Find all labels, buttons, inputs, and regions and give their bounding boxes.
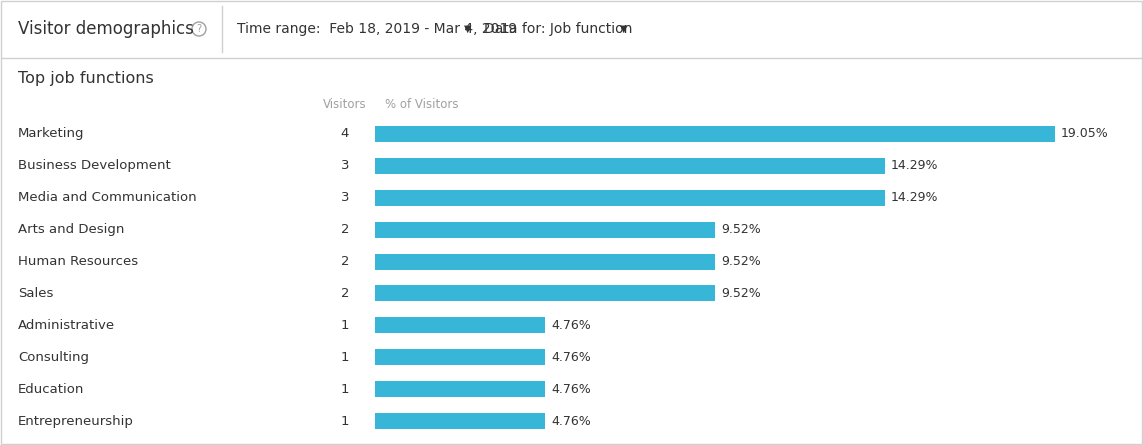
Text: 2: 2 xyxy=(341,287,350,300)
Text: 1: 1 xyxy=(341,383,350,396)
Bar xyxy=(375,349,545,365)
Text: % of Visitors: % of Visitors xyxy=(385,97,458,110)
Text: Arts and Design: Arts and Design xyxy=(18,223,125,236)
Text: 1: 1 xyxy=(341,319,350,332)
Text: Business Development: Business Development xyxy=(18,159,170,172)
Text: Data for: Job function: Data for: Job function xyxy=(483,22,632,36)
Text: Time range:  Feb 18, 2019 - Mar 4, 2019: Time range: Feb 18, 2019 - Mar 4, 2019 xyxy=(237,22,517,36)
Text: 1: 1 xyxy=(341,351,350,364)
Bar xyxy=(375,317,545,333)
Text: 3: 3 xyxy=(341,159,350,172)
Text: ?: ? xyxy=(197,24,201,34)
Text: 4.76%: 4.76% xyxy=(551,383,591,396)
Text: Consulting: Consulting xyxy=(18,351,89,364)
Text: 2: 2 xyxy=(341,255,350,268)
Text: 4.76%: 4.76% xyxy=(551,351,591,364)
Text: 9.52%: 9.52% xyxy=(721,287,760,300)
Text: Sales: Sales xyxy=(18,287,54,300)
Text: Visitors: Visitors xyxy=(323,97,367,110)
Text: Administrative: Administrative xyxy=(18,319,115,332)
Text: 4.76%: 4.76% xyxy=(551,415,591,428)
Bar xyxy=(375,254,714,270)
Text: 14.29%: 14.29% xyxy=(892,159,938,172)
Text: Entrepreneurship: Entrepreneurship xyxy=(18,415,134,428)
Text: 4.76%: 4.76% xyxy=(551,319,591,332)
Text: 14.29%: 14.29% xyxy=(892,191,938,204)
Bar xyxy=(375,413,545,429)
Text: Marketing: Marketing xyxy=(18,127,85,141)
Text: ▼: ▼ xyxy=(464,24,472,34)
Text: 1: 1 xyxy=(341,415,350,428)
Text: 9.52%: 9.52% xyxy=(721,255,760,268)
Text: 9.52%: 9.52% xyxy=(721,223,760,236)
Bar xyxy=(375,222,714,238)
Text: Visitor demographics: Visitor demographics xyxy=(18,20,194,38)
Text: Education: Education xyxy=(18,383,85,396)
Text: 3: 3 xyxy=(341,191,350,204)
Bar xyxy=(375,158,885,174)
Text: 2: 2 xyxy=(341,223,350,236)
Text: Top job functions: Top job functions xyxy=(18,70,154,85)
Text: Media and Communication: Media and Communication xyxy=(18,191,197,204)
Text: Human Resources: Human Resources xyxy=(18,255,138,268)
Text: ▼: ▼ xyxy=(620,24,628,34)
Text: 4: 4 xyxy=(341,127,350,141)
Bar xyxy=(375,381,545,397)
Text: 19.05%: 19.05% xyxy=(1061,127,1109,141)
Bar xyxy=(375,126,1055,142)
Bar xyxy=(375,190,885,206)
Bar xyxy=(375,286,714,301)
